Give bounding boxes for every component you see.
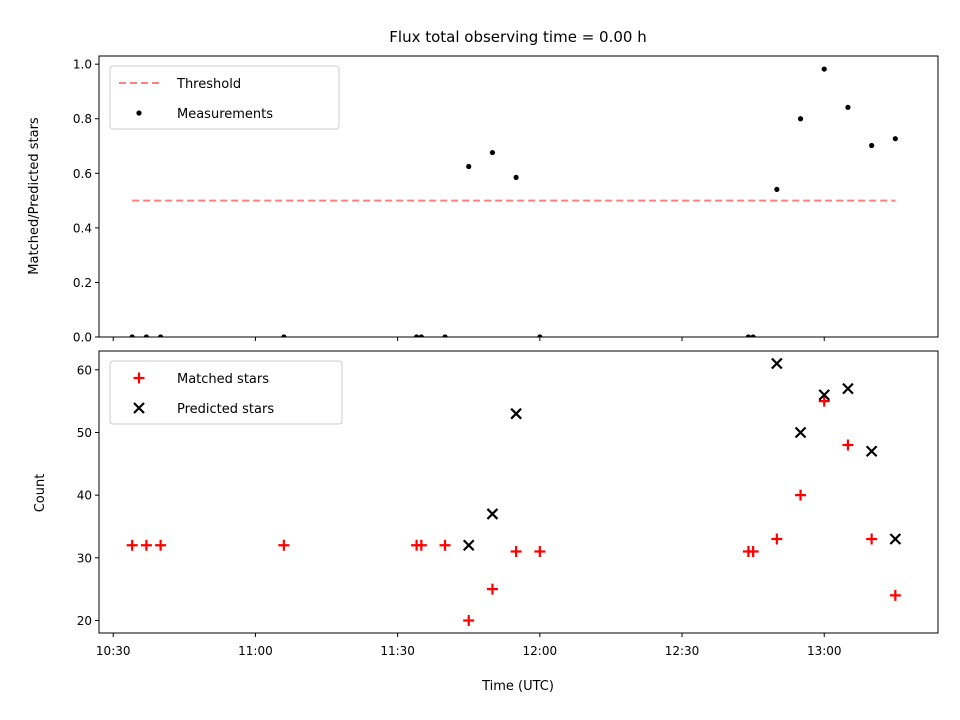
legend-measurements-label: Measurements — [177, 107, 273, 122]
x-tick-label: 10:30 — [96, 644, 131, 658]
x-tick-label: 11:00 — [238, 644, 273, 658]
top-series-group — [129, 66, 898, 337]
measurements-point — [750, 334, 756, 337]
x-axis-label: Time (UTC) — [481, 679, 554, 694]
bottom-panel: 20 30 40 50 60 10:30 11:00 11:30 12:00 12:30 13:00… — [77, 350, 939, 658]
x-tick-label: 12:30 — [665, 644, 700, 658]
chart-title: Flux total observing time = 0.00 h — [389, 28, 646, 46]
measurements-point — [892, 136, 898, 142]
matched-stars-point — [126, 539, 138, 551]
top-y-tick-label: 0.6 — [73, 167, 92, 181]
legend-predicted-stars-swatch — [133, 402, 145, 414]
bottom-y-tick-label: 20 — [77, 614, 92, 628]
x-tick-label: 12:00 — [523, 644, 558, 658]
legend-predicted-stars-label: Predicted stars — [177, 402, 274, 417]
bottom-y-tick-label: 30 — [77, 551, 92, 565]
measurements-point — [129, 334, 135, 337]
predicted-stars-point — [510, 407, 522, 420]
bottom-axes-frame — [98, 350, 939, 634]
measurements-point — [158, 334, 164, 337]
measurements-point — [797, 116, 804, 122]
measurements-point — [281, 334, 287, 337]
top-y-tick-label: 1.0 — [73, 58, 92, 72]
matched-stars-point — [278, 539, 290, 551]
predicted-stars-point — [771, 357, 783, 370]
bottom-y-axis-label: Count — [33, 474, 48, 513]
measurements-point — [513, 174, 519, 181]
bottom-y-tick-label: 60 — [77, 363, 92, 377]
matched-stars-point — [842, 439, 854, 451]
predicted-stars-point — [818, 389, 831, 401]
top-y-tick-label: 0.4 — [73, 221, 92, 235]
measurements-point — [821, 66, 827, 72]
bottom-y-tick-label: 50 — [77, 426, 92, 440]
legend-threshold-label: Threshold — [176, 77, 241, 92]
predicted-stars-point — [865, 445, 878, 458]
measurements-point — [143, 334, 150, 337]
predicted-stars-point — [486, 508, 499, 520]
top-axes-frame — [98, 55, 939, 338]
matched-stars-point — [866, 533, 878, 545]
top-y-axis-label: Matched/Predicted stars — [27, 117, 42, 275]
matched-stars-point — [140, 539, 152, 551]
bottom-series-group — [126, 357, 902, 626]
matched-stars-point — [771, 533, 783, 545]
matched-stars-point — [747, 546, 759, 558]
legend-matched-stars-label: Matched stars — [177, 372, 269, 387]
top-legend-box — [109, 65, 340, 130]
legend-measurements-swatch — [136, 110, 142, 116]
measurements-point — [442, 334, 448, 337]
measurements-point — [537, 334, 543, 337]
measurements-point — [413, 334, 420, 337]
measurements-point — [466, 163, 472, 170]
measurements-point — [745, 334, 751, 337]
matched-stars-point — [795, 489, 807, 501]
bottom-y-tick-label: 40 — [77, 489, 92, 503]
bottom-legend: Matched stars Predicted stars — [109, 360, 343, 425]
measurements-point — [774, 186, 780, 193]
measurements-point — [418, 334, 424, 337]
matched-stars-point — [486, 583, 498, 595]
x-tick-label: 13:00 — [807, 644, 842, 658]
predicted-stars-point — [794, 426, 807, 439]
matched-stars-point — [415, 539, 427, 551]
matched-stars-point — [534, 546, 546, 558]
matched-stars-point — [463, 614, 475, 626]
top-y-tick-label: 0.2 — [73, 276, 92, 290]
x-tick-label: 11:30 — [380, 644, 415, 658]
matched-stars-point — [439, 539, 451, 551]
top-legend: Threshold Measurements — [109, 65, 340, 130]
top-y-tick-label: 0.8 — [73, 112, 92, 126]
matched-stars-point — [155, 539, 167, 551]
bottom-legend-box — [109, 360, 343, 425]
predicted-stars-point — [462, 539, 475, 552]
measurements-point — [489, 149, 496, 156]
measurements-point — [845, 104, 851, 110]
legend-matched-stars-swatch — [133, 372, 145, 384]
measurements-point — [869, 142, 875, 149]
predicted-stars-point — [889, 533, 902, 545]
top-panel: 0.0 0.2 0.4 0.6 0.8 1.0 Threshold Measurements — [73, 55, 939, 345]
matched-stars-point — [889, 589, 901, 601]
predicted-stars-point — [842, 382, 854, 395]
matched-stars-point — [818, 395, 830, 407]
matched-stars-point — [510, 546, 522, 558]
top-y-tick-label: 0.0 — [73, 331, 92, 345]
